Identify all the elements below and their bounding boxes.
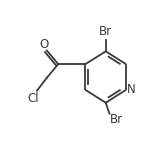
Text: Br: Br bbox=[98, 25, 112, 38]
Text: N: N bbox=[126, 83, 135, 96]
Text: Cl: Cl bbox=[27, 92, 39, 105]
Text: Br: Br bbox=[110, 113, 123, 126]
Text: O: O bbox=[39, 38, 48, 51]
